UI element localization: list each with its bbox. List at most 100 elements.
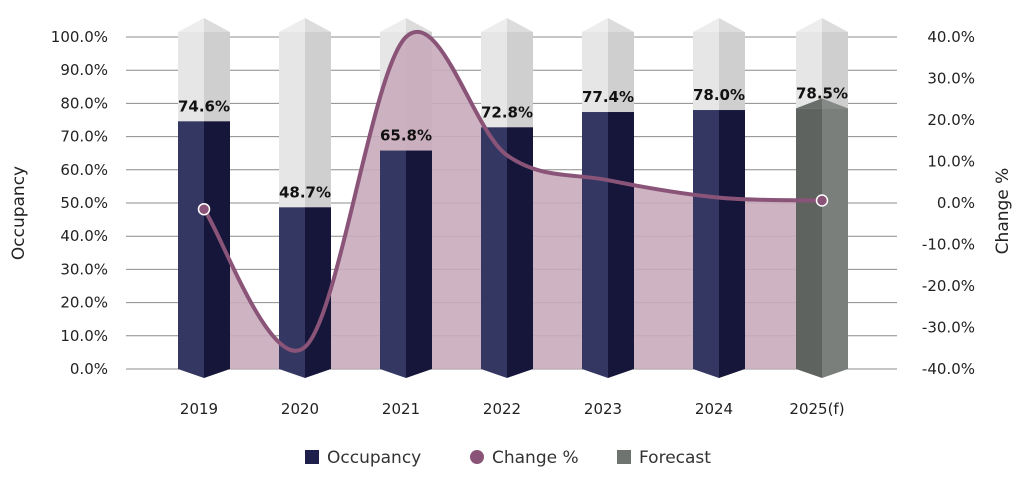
y-left-tick-label: 90.0% [60, 61, 108, 79]
y-left-tick-label: 80.0% [60, 94, 108, 112]
bar-background-cap-left [693, 18, 719, 32]
occupancy-bar-base-left [582, 369, 608, 378]
forecast-bar-base-right [822, 369, 848, 378]
y-right-tick-label: -40.0% [922, 360, 975, 378]
bars [178, 98, 848, 378]
bar-background-cap-left [796, 18, 822, 32]
data-label-2025(f): 78.5% [796, 84, 848, 102]
change-line-path [202, 30, 824, 353]
y-left-tick-label: 50.0% [60, 194, 108, 212]
legend-label: Forecast [639, 448, 711, 468]
occupancy-bar-front-left [380, 150, 406, 369]
x-tick-label: 2020 [281, 400, 319, 418]
occupancy-bar-base-right [719, 369, 745, 378]
occupancy-bar-base-right [204, 369, 230, 378]
legend-label: Occupancy [327, 448, 421, 468]
bar-background-cap-left [582, 18, 608, 32]
occupancy-bar-base-left [380, 369, 406, 378]
occupancy-bar-front-right [608, 112, 634, 370]
x-tick-label: 2025(f) [789, 400, 844, 418]
change-line [197, 30, 829, 353]
bar-background-cap-right [204, 18, 230, 32]
change-point-2025(f) [815, 194, 829, 207]
occupancy-bar-front-left [582, 112, 608, 370]
y-left-tick-label: 40.0% [60, 227, 108, 245]
occupancy-bar-front-left [481, 127, 507, 369]
x-tick-label: 2024 [695, 400, 733, 418]
data-label-2022: 72.8% [481, 103, 533, 121]
occupancy-bar-front-left [178, 121, 204, 369]
y-right-tick-label: 40.0% [927, 28, 975, 46]
y-right-axis-title: Change % [993, 168, 1013, 255]
data-label-2019: 74.6% [178, 97, 230, 115]
occupancy-bar-front-left [279, 207, 305, 369]
occupancy-bar-2020 [279, 207, 331, 378]
y-right-tick-label: 10.0% [927, 153, 975, 171]
y-left-tick-label: 60.0% [60, 161, 108, 179]
bar-background-cap-right [719, 18, 745, 32]
occupancy-bar-2021 [380, 150, 432, 378]
bar-background-cap-right [507, 18, 533, 32]
legend: Occupancy Change % Forecast [305, 448, 711, 468]
bar-background-cap-right [406, 18, 432, 32]
y-left-tick-label: 100.0% [51, 28, 108, 46]
forecast-bar-front-left [796, 108, 822, 369]
occupancy-bar-base-right [507, 369, 533, 378]
bar-background-cap-left [481, 18, 507, 32]
legend-item-change: Change % [470, 448, 579, 468]
bar-background-cap-left [279, 18, 305, 32]
occupancy-bar-base-left [279, 369, 305, 378]
occupancy-bar-front-left [693, 110, 719, 369]
bar-background-cap-right [305, 18, 331, 32]
change-point-2019 [197, 202, 211, 216]
bar-background-cap-left [178, 18, 204, 32]
legend-item-forecast: Forecast [617, 448, 711, 468]
y-right-tick-label: 20.0% [927, 111, 975, 129]
occupancy-bar-base-right [608, 369, 634, 378]
y-right-tick-label: -20.0% [922, 277, 975, 295]
x-tick-label: 2021 [382, 400, 420, 418]
occupancy-bar-front-right [204, 121, 230, 369]
y-right-tick-label: 0.0% [937, 194, 975, 212]
forecast-bar-cap-right [822, 98, 848, 109]
y-left-tick-label: 70.0% [60, 128, 108, 146]
x-tick-label: 2023 [584, 400, 622, 418]
legend-marker-circle [470, 450, 484, 464]
forecast-bar-front-right [822, 108, 848, 369]
bar-background-cap-right [822, 18, 848, 32]
occupancy-bar-base-left [693, 369, 719, 378]
data-label-2023: 77.4% [582, 88, 634, 106]
occupancy-bar-front-right [406, 150, 432, 369]
y-left-tick-label: 30.0% [60, 260, 108, 278]
forecast-bar-base-left [796, 369, 822, 378]
bar-background-cap-left [380, 18, 406, 32]
occupancy-bar-base-right [406, 369, 432, 378]
bar-background-cap-right [608, 18, 634, 32]
y-left-tick-label: 20.0% [60, 294, 108, 312]
x-tick-label: 2022 [483, 400, 521, 418]
y-right-tick-label: 30.0% [927, 70, 975, 88]
data-label-2021: 65.8% [380, 127, 432, 145]
occupancy-bar-base-left [178, 369, 204, 378]
occupancy-bar-2019 [178, 121, 230, 378]
legend-marker-square [617, 450, 631, 464]
forecast-bar-2025(f) [796, 98, 848, 378]
axes: 0.0% 10.0% 20.0% 30.0% 40.0% 50.0% 60.0% 70.0% 8… [9, 28, 1013, 418]
occupancy-bar-2023 [582, 112, 634, 378]
occupancy-bar-base-left [481, 369, 507, 378]
y-left-tick-label: 0.0% [70, 360, 108, 378]
data-label-2024: 78.0% [693, 86, 745, 104]
forecast-bar-cap-left [796, 98, 822, 109]
occupancy-bar-base-right [305, 369, 331, 378]
legend-item-occupancy: Occupancy [305, 448, 421, 468]
data-label-2020: 48.7% [279, 183, 331, 201]
legend-label: Change % [492, 448, 579, 468]
occupancy-bar-front-right [719, 110, 745, 369]
occupancy-bar-2024 [693, 110, 745, 378]
x-tick-label: 2019 [180, 400, 218, 418]
y-right-tick-label: -30.0% [922, 319, 975, 337]
y-left-axis-title: Occupancy [9, 166, 29, 260]
data-labels: 74.6% 48.7% 65.8% 72.8% 77.4% 78.0% 78.5% [178, 84, 848, 201]
